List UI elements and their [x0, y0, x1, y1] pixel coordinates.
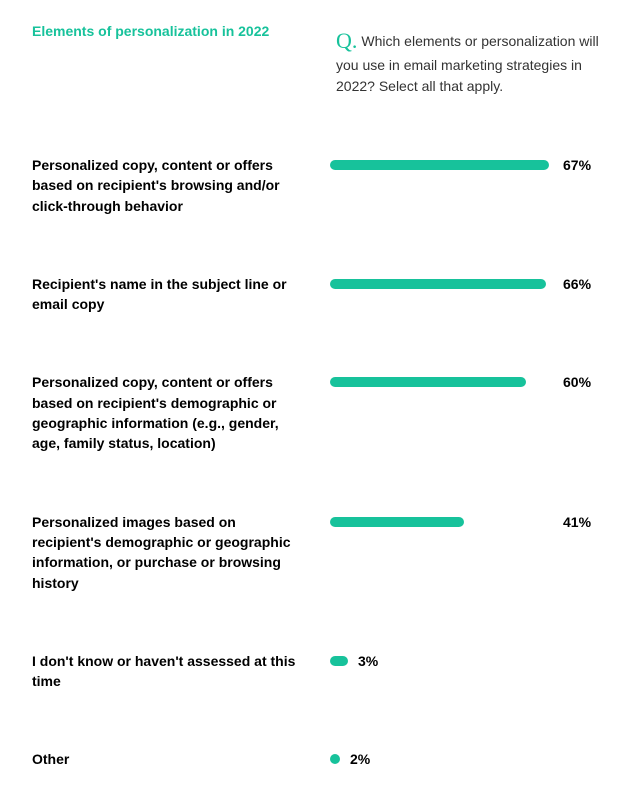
- chart-row: Other 2%: [32, 749, 599, 769]
- row-value: 67%: [563, 157, 599, 173]
- bar-track: [330, 377, 549, 387]
- row-label: Other: [32, 749, 302, 769]
- row-bar: 66%: [330, 274, 599, 292]
- bar-chart: Personalized copy, content or offers bas…: [32, 155, 599, 770]
- row-label: Personalized copy, content or offers bas…: [32, 372, 302, 453]
- bar-fill: [330, 517, 464, 527]
- row-label: Recipient's name in the subject line or …: [32, 274, 302, 315]
- chart-row: Recipient's name in the subject line or …: [32, 274, 599, 315]
- row-bar: 2%: [330, 749, 599, 767]
- question-prefix: Q.: [336, 28, 357, 53]
- row-value: 60%: [563, 374, 599, 390]
- row-bar: 60%: [330, 372, 599, 390]
- row-value: 66%: [563, 276, 599, 292]
- row-value: 3%: [358, 653, 394, 669]
- bar-fill: [330, 279, 546, 289]
- bar-track: [330, 160, 549, 170]
- row-bar: 41%: [330, 512, 599, 530]
- bar-track: [330, 279, 549, 289]
- row-value: 2%: [350, 751, 386, 767]
- bar-fill: [330, 754, 340, 764]
- chart-title: Elements of personalization in 2022: [32, 22, 312, 42]
- bar-track: [330, 517, 549, 527]
- row-label: Personalized images based on recipient's…: [32, 512, 302, 593]
- bar-fill: [330, 656, 348, 666]
- row-label: Personalized copy, content or offers bas…: [32, 155, 302, 216]
- survey-question: Q.Which elements or personalization will…: [336, 22, 599, 97]
- chart-row: Personalized copy, content or offers bas…: [32, 155, 599, 216]
- row-value: 41%: [563, 514, 599, 530]
- row-bar: 3%: [330, 651, 599, 669]
- chart-row: I don't know or haven't assessed at this…: [32, 651, 599, 692]
- row-label: I don't know or haven't assessed at this…: [32, 651, 302, 692]
- question-text: Which elements or personalization will y…: [336, 33, 599, 94]
- row-bar: 67%: [330, 155, 599, 173]
- header: Elements of personalization in 2022 Q.Wh…: [32, 22, 599, 97]
- chart-row: Personalized images based on recipient's…: [32, 512, 599, 593]
- chart-row: Personalized copy, content or offers bas…: [32, 372, 599, 453]
- bar-fill: [330, 377, 526, 387]
- bar-fill: [330, 160, 549, 170]
